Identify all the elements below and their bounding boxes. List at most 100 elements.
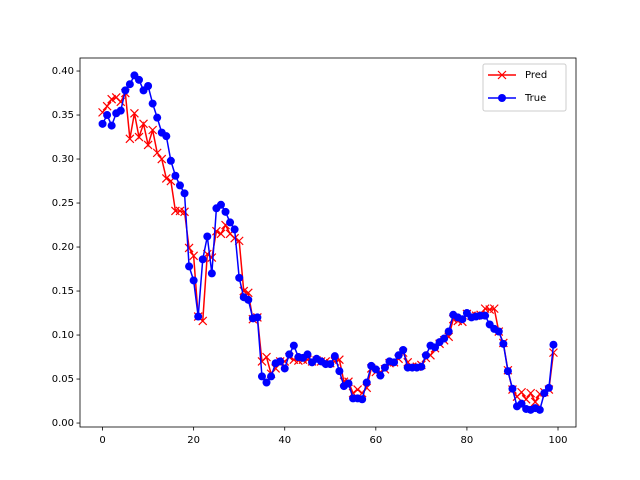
- point: [102, 101, 112, 111]
- point: [431, 343, 440, 352]
- point: [226, 218, 235, 227]
- point: [257, 372, 266, 381]
- point: [180, 207, 189, 217]
- point: [358, 395, 367, 404]
- point: [121, 86, 130, 95]
- point: [143, 140, 153, 150]
- x-tick-label: 60: [369, 435, 382, 446]
- point: [285, 350, 294, 359]
- point: [417, 362, 426, 371]
- point: [303, 350, 312, 359]
- point: [221, 207, 230, 216]
- point: [276, 357, 285, 366]
- legend-label: Pred: [525, 70, 547, 81]
- point: [326, 360, 335, 369]
- point: [526, 388, 536, 398]
- point: [216, 200, 225, 209]
- point: [185, 262, 194, 271]
- x-tick-label: 80: [461, 435, 474, 446]
- point: [371, 365, 380, 374]
- point: [134, 75, 143, 84]
- y-tick-label: 0.40: [52, 66, 74, 77]
- point: [494, 327, 503, 336]
- y-tick-label: 0.25: [52, 198, 74, 209]
- point: [103, 111, 112, 120]
- point: [211, 226, 221, 236]
- point: [503, 367, 512, 376]
- point: [107, 94, 117, 104]
- point: [125, 134, 135, 144]
- point: [344, 379, 353, 388]
- point: [171, 171, 180, 180]
- y-tick-label: 0.15: [52, 286, 74, 297]
- point: [130, 108, 139, 118]
- y-tick-label: 0.35: [52, 110, 74, 121]
- point: [481, 311, 490, 320]
- point: [458, 315, 467, 324]
- point: [440, 334, 449, 343]
- point: [267, 372, 276, 381]
- point: [235, 273, 244, 282]
- y-tick-label: 0.00: [52, 418, 74, 429]
- point: [166, 156, 175, 165]
- x-tick-label: 40: [278, 435, 291, 446]
- point: [216, 229, 226, 239]
- point: [280, 364, 289, 373]
- point: [549, 348, 558, 358]
- point: [148, 99, 157, 108]
- y-tick-label: 0.05: [52, 374, 74, 385]
- point: [508, 384, 517, 393]
- point: [161, 173, 171, 183]
- point: [230, 233, 240, 243]
- point: [517, 387, 526, 397]
- point: [152, 148, 162, 158]
- point: [535, 405, 544, 414]
- point: [376, 371, 385, 380]
- point: [335, 367, 344, 376]
- point: [362, 378, 371, 387]
- y-tick-label: 0.10: [52, 330, 74, 341]
- point: [139, 119, 148, 129]
- point: [198, 255, 207, 264]
- legend: Pred True: [482, 63, 567, 112]
- point: [444, 327, 453, 336]
- point: [180, 189, 189, 198]
- point: [499, 339, 508, 348]
- point: [544, 383, 553, 392]
- point: [517, 399, 526, 408]
- point: [98, 119, 107, 128]
- legend-label: True: [524, 93, 546, 104]
- point: [175, 181, 184, 190]
- point: [330, 352, 339, 361]
- point: [262, 378, 271, 387]
- point: [184, 243, 194, 253]
- x-tick-label: 20: [187, 435, 200, 446]
- point: [262, 352, 271, 362]
- plot-frame: [79, 57, 577, 428]
- point: [353, 385, 363, 395]
- point: [207, 269, 216, 278]
- point: [189, 251, 199, 261]
- point: [253, 313, 262, 322]
- point: [540, 389, 549, 398]
- y-tick-label: 0.30: [52, 154, 74, 165]
- point: [194, 312, 203, 321]
- point: [148, 125, 158, 135]
- point: [549, 340, 558, 349]
- point: [380, 363, 389, 372]
- point: [399, 345, 408, 354]
- point: [144, 81, 153, 90]
- point: [153, 113, 162, 122]
- point: [394, 351, 403, 360]
- point: [289, 341, 298, 350]
- point: [244, 295, 253, 304]
- legend-marker: [498, 94, 506, 102]
- point: [203, 232, 212, 241]
- point: [116, 106, 125, 115]
- point: [230, 225, 239, 234]
- point: [125, 80, 134, 89]
- x-tick-label: 100: [548, 435, 567, 446]
- point: [530, 397, 540, 407]
